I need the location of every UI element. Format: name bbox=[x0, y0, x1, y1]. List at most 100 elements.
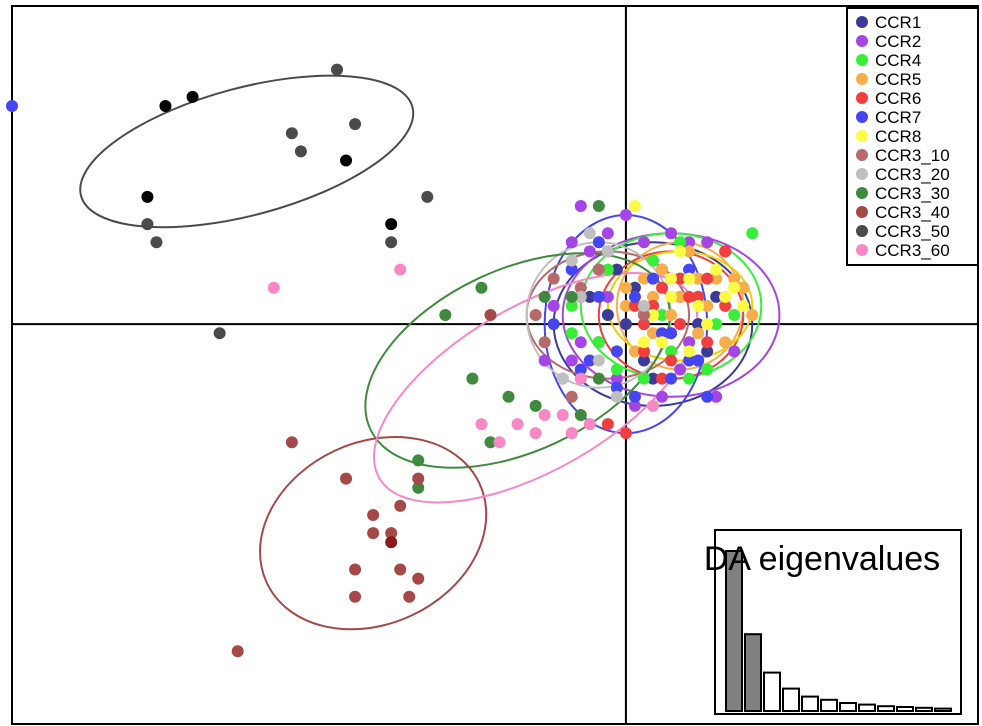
point-ccr7 bbox=[628, 390, 641, 403]
point-ccr3-10 bbox=[529, 309, 542, 322]
point-ccr6 bbox=[601, 418, 614, 431]
point-ccr3-60 bbox=[475, 418, 488, 431]
point-ccr7 bbox=[592, 236, 605, 249]
point-ccr3-50 bbox=[150, 236, 163, 249]
eigenvalue-bar bbox=[877, 705, 895, 713]
point-ccr4 bbox=[601, 263, 614, 276]
point-ccr2 bbox=[610, 372, 623, 385]
point-ccr2 bbox=[656, 390, 669, 403]
point-ccr3-30 bbox=[529, 399, 542, 412]
point-ccr4 bbox=[746, 227, 759, 240]
point-ccr7 bbox=[646, 272, 659, 285]
point-ccr3-50 bbox=[141, 218, 154, 231]
point-ccr2 bbox=[574, 199, 587, 212]
point-ccr6 bbox=[674, 318, 687, 331]
point-ccr3-50 bbox=[294, 145, 307, 158]
point-ccr4 bbox=[592, 336, 605, 349]
ellipse-ccr3-50 bbox=[79, 74, 415, 229]
point-ccr7 bbox=[628, 290, 641, 303]
eigenvalue-bar bbox=[839, 702, 857, 712]
point-ccr3-30 bbox=[412, 481, 425, 494]
point-ccr3-30 bbox=[466, 372, 479, 385]
point-ccr4 bbox=[683, 372, 696, 385]
point-ccr3-40 bbox=[349, 563, 362, 576]
eigenvalue-bar bbox=[934, 707, 952, 712]
point-ccr3-60 bbox=[556, 408, 569, 421]
point-ccr2 bbox=[619, 209, 632, 222]
point-ccr3-30 bbox=[538, 290, 551, 303]
point-ccr3-20 bbox=[556, 372, 569, 385]
point-ccr5 bbox=[737, 281, 750, 294]
point-ccr8 bbox=[656, 336, 669, 349]
point-ccr4 bbox=[610, 363, 623, 376]
point-ccr1 bbox=[628, 281, 641, 294]
point-ccr2 bbox=[637, 236, 650, 249]
point-ccr3-20 bbox=[574, 290, 587, 303]
ellipse-ccr3-40 bbox=[259, 435, 488, 631]
point-ccr3-30 bbox=[439, 309, 452, 322]
point-ccr3-60 bbox=[511, 418, 524, 431]
point-ccr3-20 bbox=[565, 254, 578, 267]
legend-entry-label: CCR3_20 bbox=[875, 165, 950, 184]
point-ccr5 bbox=[728, 272, 741, 285]
point-ccr4 bbox=[637, 372, 650, 385]
point-ccr3-20 bbox=[601, 245, 614, 258]
legend-entry-label: CCR8 bbox=[875, 127, 921, 146]
point-ccr6 bbox=[656, 281, 669, 294]
point-ccr3-40 bbox=[340, 472, 353, 485]
point-ccr1 bbox=[701, 345, 714, 358]
legend-swatch bbox=[856, 244, 868, 256]
point-ccr2 bbox=[701, 236, 714, 249]
point-ccr8 bbox=[683, 345, 696, 358]
point-ccr8 bbox=[719, 290, 732, 303]
point-overlay bbox=[385, 218, 398, 231]
point-ccr6 bbox=[719, 245, 732, 258]
point-ccr2 bbox=[565, 354, 578, 367]
point-ccr4 bbox=[728, 309, 741, 322]
point-ccr3-60 bbox=[394, 263, 407, 276]
point-ccr4 bbox=[656, 309, 669, 322]
point-ccr3-20 bbox=[592, 354, 605, 367]
point-ccr7 bbox=[6, 99, 18, 112]
point-ccr1 bbox=[692, 318, 705, 331]
point-ccr5 bbox=[646, 290, 659, 303]
point-ccr3-30 bbox=[502, 390, 515, 403]
legend-entry-label: CCR7 bbox=[875, 108, 921, 127]
point-ccr3-60 bbox=[538, 408, 551, 421]
point-ccr2 bbox=[574, 336, 587, 349]
point-ccr1 bbox=[601, 309, 614, 322]
point-ccr3-20 bbox=[637, 299, 650, 312]
point-ccr6 bbox=[656, 372, 669, 385]
point-ccr6 bbox=[683, 290, 696, 303]
point-ccr3-50 bbox=[331, 63, 344, 76]
point-ccr7 bbox=[683, 354, 696, 367]
point-ccr3-40 bbox=[231, 645, 244, 658]
point-ccr6 bbox=[646, 299, 659, 312]
point-ccr1 bbox=[646, 372, 659, 385]
point-ccr3-30 bbox=[484, 436, 497, 449]
point-ccr3-40 bbox=[285, 436, 298, 449]
point-ccr7 bbox=[610, 345, 623, 358]
point-ccr2 bbox=[601, 227, 614, 240]
point-ccr3-50 bbox=[213, 327, 226, 340]
point-ccr3-60 bbox=[574, 372, 587, 385]
legend-swatch bbox=[856, 130, 868, 142]
point-ccr3-30 bbox=[592, 199, 605, 212]
point-overlay bbox=[340, 154, 353, 167]
point-ccr3-20 bbox=[583, 227, 596, 240]
point-ccr3-50 bbox=[349, 118, 362, 131]
point-ccr4 bbox=[565, 299, 578, 312]
legend-entry-label: CCR3_40 bbox=[875, 203, 950, 222]
point-ccr3-60 bbox=[493, 436, 506, 449]
point-ccr6 bbox=[619, 427, 632, 440]
legend-swatch bbox=[856, 168, 868, 180]
eigenvalue-bar bbox=[858, 703, 876, 712]
point-ccr8 bbox=[665, 290, 678, 303]
point-ccr3-30 bbox=[574, 408, 587, 421]
point-ccr3-40 bbox=[412, 572, 425, 585]
point-ccr8 bbox=[628, 199, 641, 212]
legend-entry-label: CCR1 bbox=[875, 13, 921, 32]
point-ccr2 bbox=[601, 290, 614, 303]
point-ccr5 bbox=[646, 327, 659, 340]
